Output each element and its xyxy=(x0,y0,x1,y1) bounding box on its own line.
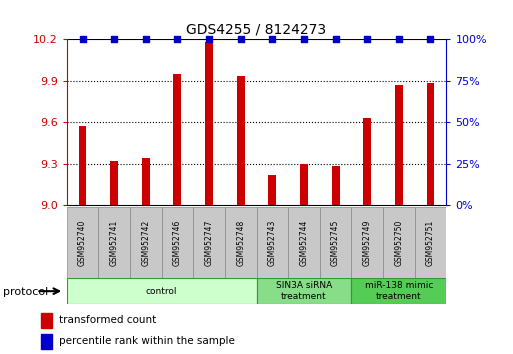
Bar xyxy=(193,207,225,278)
Bar xyxy=(256,278,351,304)
Text: GSM952742: GSM952742 xyxy=(141,219,150,266)
Bar xyxy=(67,207,98,278)
Text: GSM952747: GSM952747 xyxy=(205,219,213,266)
Bar xyxy=(78,126,87,205)
Text: SIN3A siRNA
treatment: SIN3A siRNA treatment xyxy=(276,281,332,301)
Bar xyxy=(256,207,288,278)
Text: GSM952741: GSM952741 xyxy=(110,219,119,266)
Point xyxy=(205,36,213,42)
Text: percentile rank within the sample: percentile rank within the sample xyxy=(59,336,235,346)
Bar xyxy=(67,278,256,304)
Point xyxy=(268,36,277,42)
Bar xyxy=(236,76,245,205)
Point xyxy=(331,36,340,42)
Point xyxy=(78,36,87,42)
Point xyxy=(426,36,435,42)
Text: GSM952745: GSM952745 xyxy=(331,219,340,266)
Point xyxy=(363,36,371,42)
Bar xyxy=(363,118,371,205)
Point xyxy=(394,36,403,42)
Bar xyxy=(331,166,340,205)
Text: control: control xyxy=(146,287,177,296)
Text: miR-138 mimic
treatment: miR-138 mimic treatment xyxy=(365,281,433,301)
Bar xyxy=(300,164,308,205)
Point xyxy=(300,36,308,42)
Bar xyxy=(383,207,415,278)
Title: GDS4255 / 8124273: GDS4255 / 8124273 xyxy=(186,22,327,36)
Bar xyxy=(415,207,446,278)
Text: transformed count: transformed count xyxy=(59,315,156,325)
Point xyxy=(236,36,245,42)
Bar xyxy=(225,207,256,278)
Bar xyxy=(205,42,213,205)
Bar xyxy=(351,278,446,304)
Text: GSM952746: GSM952746 xyxy=(173,219,182,266)
Bar xyxy=(110,161,118,205)
Bar xyxy=(98,207,130,278)
Bar xyxy=(320,207,351,278)
Text: GSM952740: GSM952740 xyxy=(78,219,87,266)
Bar xyxy=(41,313,52,328)
Bar xyxy=(395,85,403,205)
Text: GSM952751: GSM952751 xyxy=(426,219,435,266)
Bar xyxy=(41,334,52,348)
Text: GSM952744: GSM952744 xyxy=(300,219,308,266)
Point xyxy=(110,36,118,42)
Bar xyxy=(288,207,320,278)
Bar xyxy=(173,74,182,205)
Bar xyxy=(351,207,383,278)
Bar xyxy=(142,158,150,205)
Point xyxy=(173,36,182,42)
Bar xyxy=(268,175,277,205)
Text: GSM952743: GSM952743 xyxy=(268,219,277,266)
Text: protocol: protocol xyxy=(3,287,48,297)
Text: GSM952749: GSM952749 xyxy=(363,219,372,266)
Text: GSM952748: GSM952748 xyxy=(236,219,245,266)
Bar xyxy=(130,207,162,278)
Point xyxy=(142,36,150,42)
Bar xyxy=(426,83,435,205)
Bar xyxy=(162,207,193,278)
Text: GSM952750: GSM952750 xyxy=(394,219,403,266)
